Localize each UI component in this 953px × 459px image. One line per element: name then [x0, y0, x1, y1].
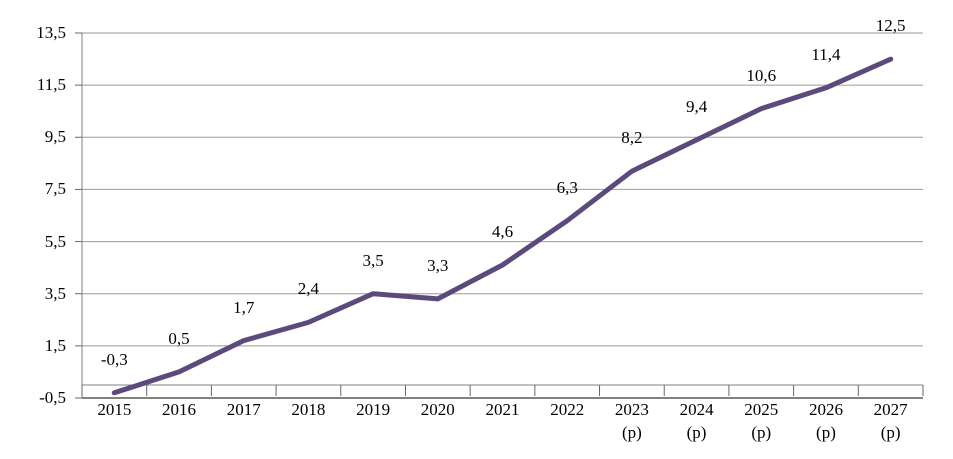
- x-tick-label: 2022: [521, 400, 613, 420]
- x-tick-label: 2026 (p): [780, 400, 872, 443]
- data-point-label: 11,4: [811, 44, 841, 64]
- data-point-label: -0,3: [100, 349, 128, 369]
- data-point-label: 3,5: [362, 250, 384, 270]
- data-point-label: 0,5: [168, 328, 190, 348]
- y-tick-label: 7,5: [44, 179, 66, 199]
- data-point-label: 10,6: [746, 65, 777, 85]
- data-series-line: [111, 56, 894, 396]
- data-point-label: 9,4: [685, 96, 708, 116]
- x-tick-year: 2021: [485, 400, 520, 419]
- x-tick-suffix: (p): [621, 423, 642, 442]
- x-tick-label: 2016: [133, 400, 225, 420]
- x-tick-label: 2019: [327, 400, 419, 420]
- x-tick-year: 2025: [744, 400, 779, 419]
- x-tick-label: 2017: [198, 400, 290, 420]
- y-tick-label: 3,5: [44, 283, 66, 303]
- x-tick-label: 2020: [392, 400, 484, 420]
- x-tick-year: 2026: [808, 400, 843, 419]
- x-tick-suffix: (p): [816, 423, 836, 442]
- x-tick-year: 2023: [614, 400, 649, 419]
- x-tick-label: 2015: [68, 400, 160, 420]
- x-tick-year: 2018: [291, 400, 326, 419]
- x-tick-year: 2019: [356, 400, 391, 419]
- x-tick-year: 2016: [162, 400, 197, 419]
- y-tick-label: 1,5: [44, 335, 66, 355]
- x-tick-suffix: (p): [751, 423, 772, 442]
- data-point-label: 2,4: [297, 279, 320, 299]
- data-point-label: 4,6: [491, 222, 514, 242]
- y-tick-label: 11,5: [36, 75, 66, 95]
- data-point-label: 3,3: [427, 255, 449, 275]
- data-point-label: 8,2: [621, 128, 643, 148]
- x-tick-suffix: (p): [686, 423, 707, 442]
- x-tick-label: 2021: [457, 400, 549, 420]
- x-tick-year: 2024: [679, 400, 714, 419]
- data-point-label: 1,7: [233, 297, 255, 317]
- data-point-label: 12,5: [875, 16, 906, 36]
- x-tick-label: 2027 (p): [845, 400, 937, 443]
- x-tick-label: 2023 (p): [586, 400, 678, 443]
- x-tick-label: 2018: [262, 400, 354, 420]
- x-tick-year: 2015: [97, 400, 132, 419]
- x-tick-year: 2020: [420, 400, 455, 419]
- x-tick-suffix: (p): [880, 423, 901, 442]
- x-tick-year: 2017: [226, 400, 261, 419]
- y-tick-label: 9,5: [44, 127, 66, 147]
- x-tick-year: 2027: [873, 400, 908, 419]
- y-tick-label: -0,5: [39, 388, 66, 407]
- x-tick-year: 2022: [550, 400, 585, 419]
- x-tick-label: 2025 (p): [715, 400, 807, 443]
- y-tick-label: 5,5: [44, 231, 66, 251]
- data-point-label: 6,3: [556, 177, 578, 197]
- y-tick-label: 13,5: [36, 23, 66, 42]
- x-tick-label: 2024 (p): [651, 400, 743, 443]
